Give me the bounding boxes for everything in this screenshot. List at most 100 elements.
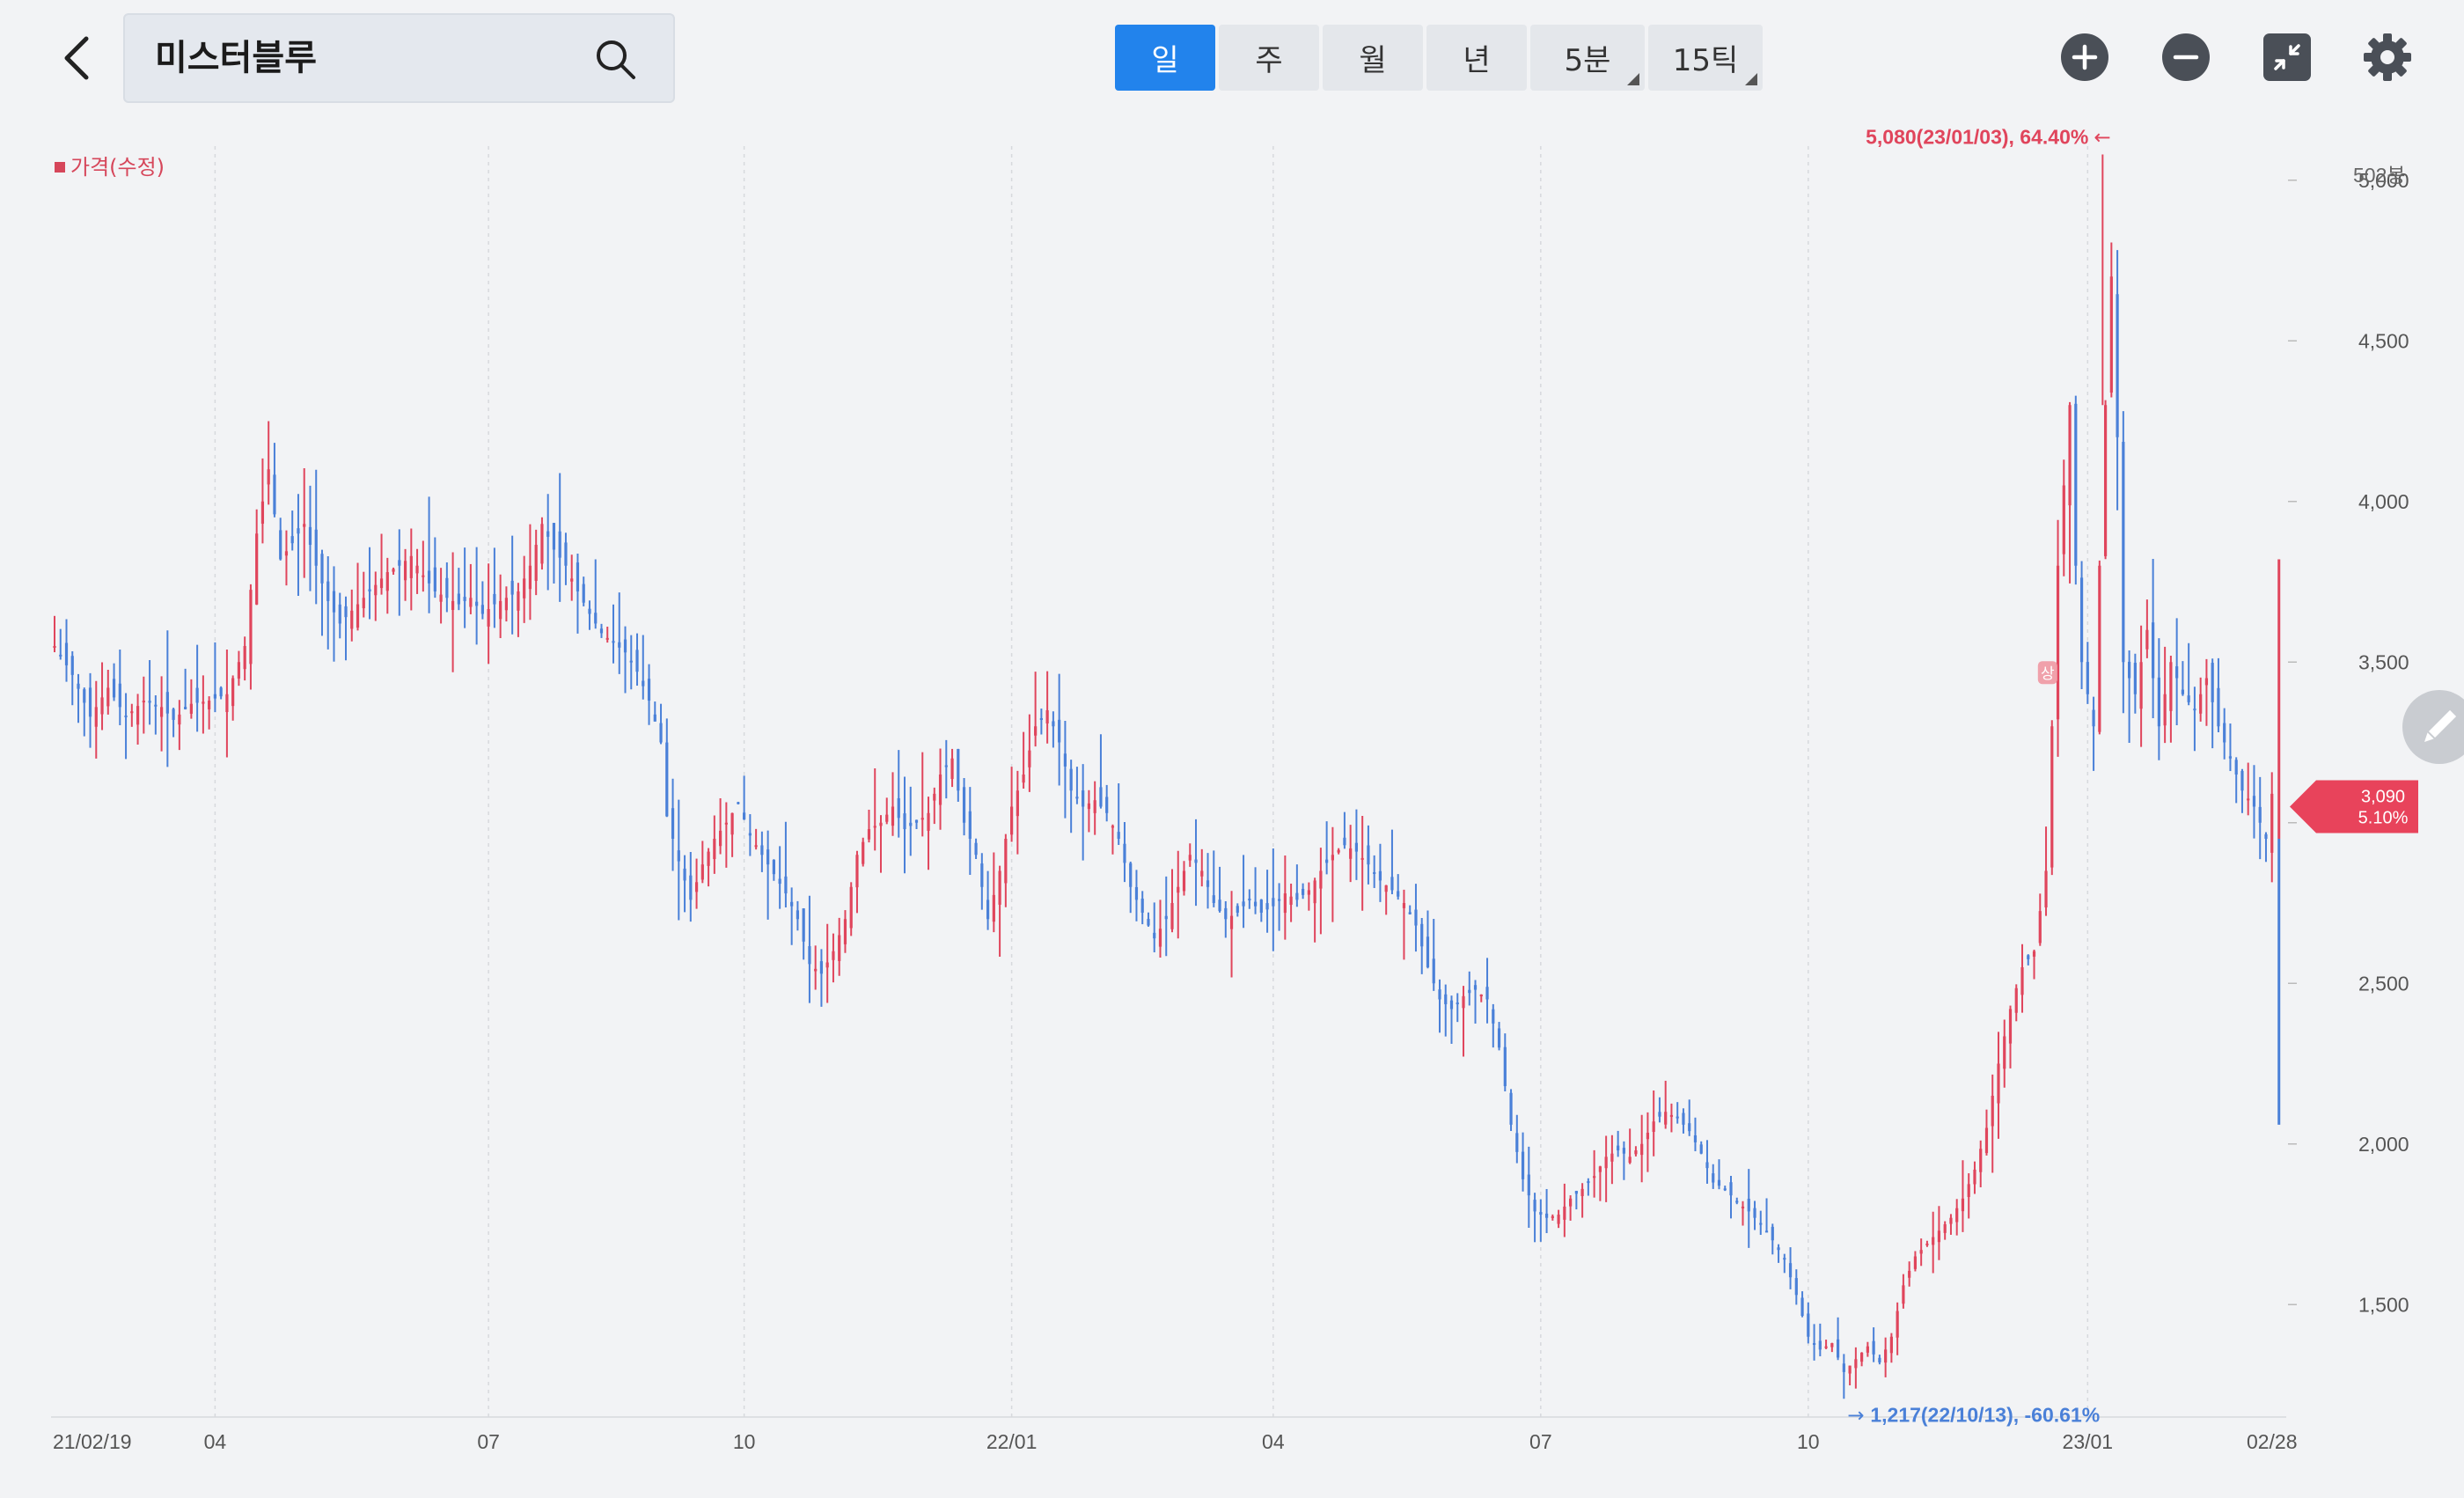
candle-body (433, 567, 436, 591)
candle-body (344, 606, 348, 618)
candle-body (2098, 565, 2101, 732)
minus-circle-icon[interactable] (2160, 32, 2211, 83)
candle-body (838, 935, 841, 961)
candle-body (1229, 915, 1234, 929)
candle-body (694, 882, 699, 892)
candle-body (1949, 1217, 1953, 1224)
candle-body (980, 863, 984, 887)
candle-body (796, 910, 800, 920)
candle-body (1515, 1133, 1519, 1152)
search-value: 미스터블루 (155, 38, 317, 78)
period-tabs: 일 주 월 년 5분 15틱 (1115, 25, 1763, 91)
tab-label: 주 (1255, 43, 1283, 78)
candle-body (1367, 845, 1370, 865)
candle-body (1462, 995, 1465, 1009)
candle-body (1943, 1224, 1947, 1233)
candle-body (1593, 1176, 1596, 1179)
candle-body (700, 864, 704, 880)
candle-body (403, 561, 407, 581)
candle-body (130, 711, 134, 714)
tab-year[interactable]: 년 (1426, 25, 1527, 91)
tab-label: 5분 (1564, 43, 1611, 78)
candle-body (308, 526, 312, 546)
candle-body (962, 787, 966, 823)
candle-body (1129, 863, 1133, 887)
candle-body (338, 604, 341, 624)
candle-body (70, 656, 74, 675)
edit-button[interactable] (2402, 690, 2464, 764)
candle-body (2187, 695, 2190, 702)
candle-body (534, 545, 538, 581)
candle-body (1117, 832, 1120, 839)
candle-body (1188, 855, 1192, 861)
candle-body (1343, 837, 1346, 846)
chevron-left-icon (64, 36, 89, 80)
candle-body (1783, 1258, 1786, 1260)
candle-body (832, 951, 835, 960)
candle-body (2092, 709, 2095, 727)
candle-body (855, 855, 859, 888)
candle-body (1771, 1226, 1774, 1241)
candle-body (415, 565, 419, 574)
candle-body (1200, 870, 1204, 877)
candle-body (1384, 885, 1388, 892)
candle-body (148, 701, 151, 703)
x-tick-label: 21/02/19 (53, 1430, 132, 1453)
candle-body (968, 811, 972, 839)
candle-body (64, 643, 69, 665)
candle-body (1069, 768, 1073, 791)
candle-body (1664, 1112, 1668, 1125)
candle-body (2062, 485, 2065, 554)
candle-body (1253, 901, 1258, 907)
candle-body (1973, 1169, 1976, 1185)
candle-body (635, 650, 639, 672)
candle-body (2247, 798, 2250, 801)
gear-icon[interactable] (2362, 32, 2413, 83)
tab-15tick[interactable]: 15틱 (1648, 25, 1763, 91)
candle-body (154, 704, 158, 707)
candle-body (1527, 1174, 1530, 1196)
candle-body (2103, 405, 2108, 556)
candle-body (1997, 1063, 2000, 1104)
candle-body (2128, 661, 2131, 679)
candle-body (1622, 1148, 1626, 1154)
candle-body (2116, 294, 2119, 437)
candle-body (546, 531, 550, 537)
tab-month[interactable]: 월 (1323, 25, 1423, 91)
left-arrow-icon: ← (2094, 127, 2110, 150)
candle-body (1354, 842, 1359, 852)
plus-circle-icon[interactable] (2059, 32, 2110, 83)
candle-body (1604, 1157, 1608, 1169)
tab-week[interactable]: 주 (1219, 25, 1319, 91)
candle-body (2175, 666, 2179, 679)
candle-body (2145, 629, 2149, 650)
candle-body (1884, 1349, 1888, 1363)
candle-body (1140, 899, 1144, 913)
collapse-icon[interactable] (2262, 32, 2313, 83)
tab-5min[interactable]: 5분 (1530, 25, 1645, 91)
candle-body (594, 613, 598, 624)
candle-body (2056, 565, 2060, 720)
back-button[interactable] (55, 32, 100, 84)
candle-body (1830, 1343, 1834, 1347)
candle-body (2258, 806, 2262, 823)
candle-body (766, 849, 770, 865)
candle-body (2044, 870, 2048, 908)
candle-body (124, 715, 128, 717)
candle-body (1082, 790, 1085, 807)
candle-body (724, 822, 728, 825)
tab-day[interactable]: 일 (1115, 25, 1215, 91)
candle-body (808, 945, 811, 965)
candle-body (487, 609, 490, 627)
candle-body (1919, 1250, 1923, 1254)
candle-body (540, 524, 544, 564)
candle-body (802, 908, 805, 942)
search-field[interactable]: 미스터블루 (123, 13, 675, 103)
candle-body (618, 642, 621, 648)
min-price-annotation: 1,217(22/10/13), -60.61% (1870, 1404, 2100, 1427)
candle-body (2014, 988, 2018, 1013)
candle-body (517, 591, 520, 611)
search-icon[interactable] (594, 38, 636, 80)
candle-body (1414, 909, 1418, 926)
